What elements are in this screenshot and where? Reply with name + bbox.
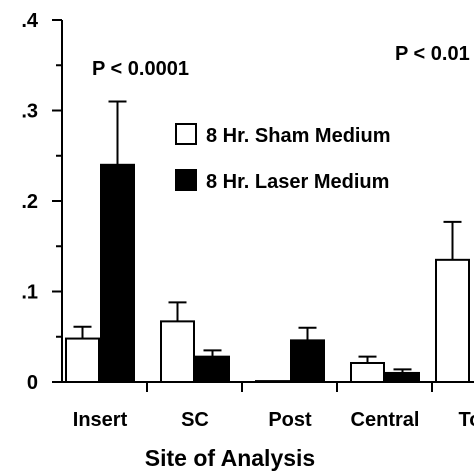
bar-laser — [100, 163, 135, 383]
bar-laser — [195, 355, 230, 384]
x-tick-label: Central — [351, 409, 420, 431]
bar-laser — [290, 339, 325, 383]
bar-sham — [435, 258, 470, 384]
y-tick-label: .1 — [21, 282, 38, 304]
x-tick-label: Post — [268, 409, 312, 431]
bar-sham — [350, 361, 385, 383]
chart-legend: 8 Hr. Sham Medium 8 Hr. Laser Medium — [175, 123, 391, 193]
x-tick-label: Insert — [73, 409, 128, 431]
legend-swatch-laser — [175, 169, 197, 191]
y-tick-label: 0 — [27, 372, 38, 394]
bar-sham — [160, 320, 195, 383]
p-value-annotation-insert: P < 0.0001 — [92, 58, 189, 80]
chart-labels: 0 .1 .2 .3 .4 Insert SC Post Central To — [21, 10, 474, 431]
legend-label-laser: 8 Hr. Laser Medium — [206, 171, 389, 193]
legend-swatch-sham — [175, 123, 197, 145]
x-axis-title: Site of Analysis — [145, 445, 315, 471]
bar-laser — [385, 371, 420, 384]
legend-label-sham: 8 Hr. Sham Medium — [206, 125, 391, 147]
y-tick-label: .2 — [21, 191, 38, 213]
bar-sham — [65, 337, 100, 383]
p-value-annotation-toe: P < 0.01 — [395, 43, 470, 65]
y-tick-label: .4 — [21, 10, 39, 32]
x-tick-label: To — [459, 409, 474, 431]
chart-bars — [65, 163, 470, 384]
x-tick-label: SC — [181, 409, 209, 431]
y-tick-label: .3 — [21, 101, 38, 123]
bar-sham — [255, 380, 290, 384]
chart-error-bars — [73, 100, 462, 373]
